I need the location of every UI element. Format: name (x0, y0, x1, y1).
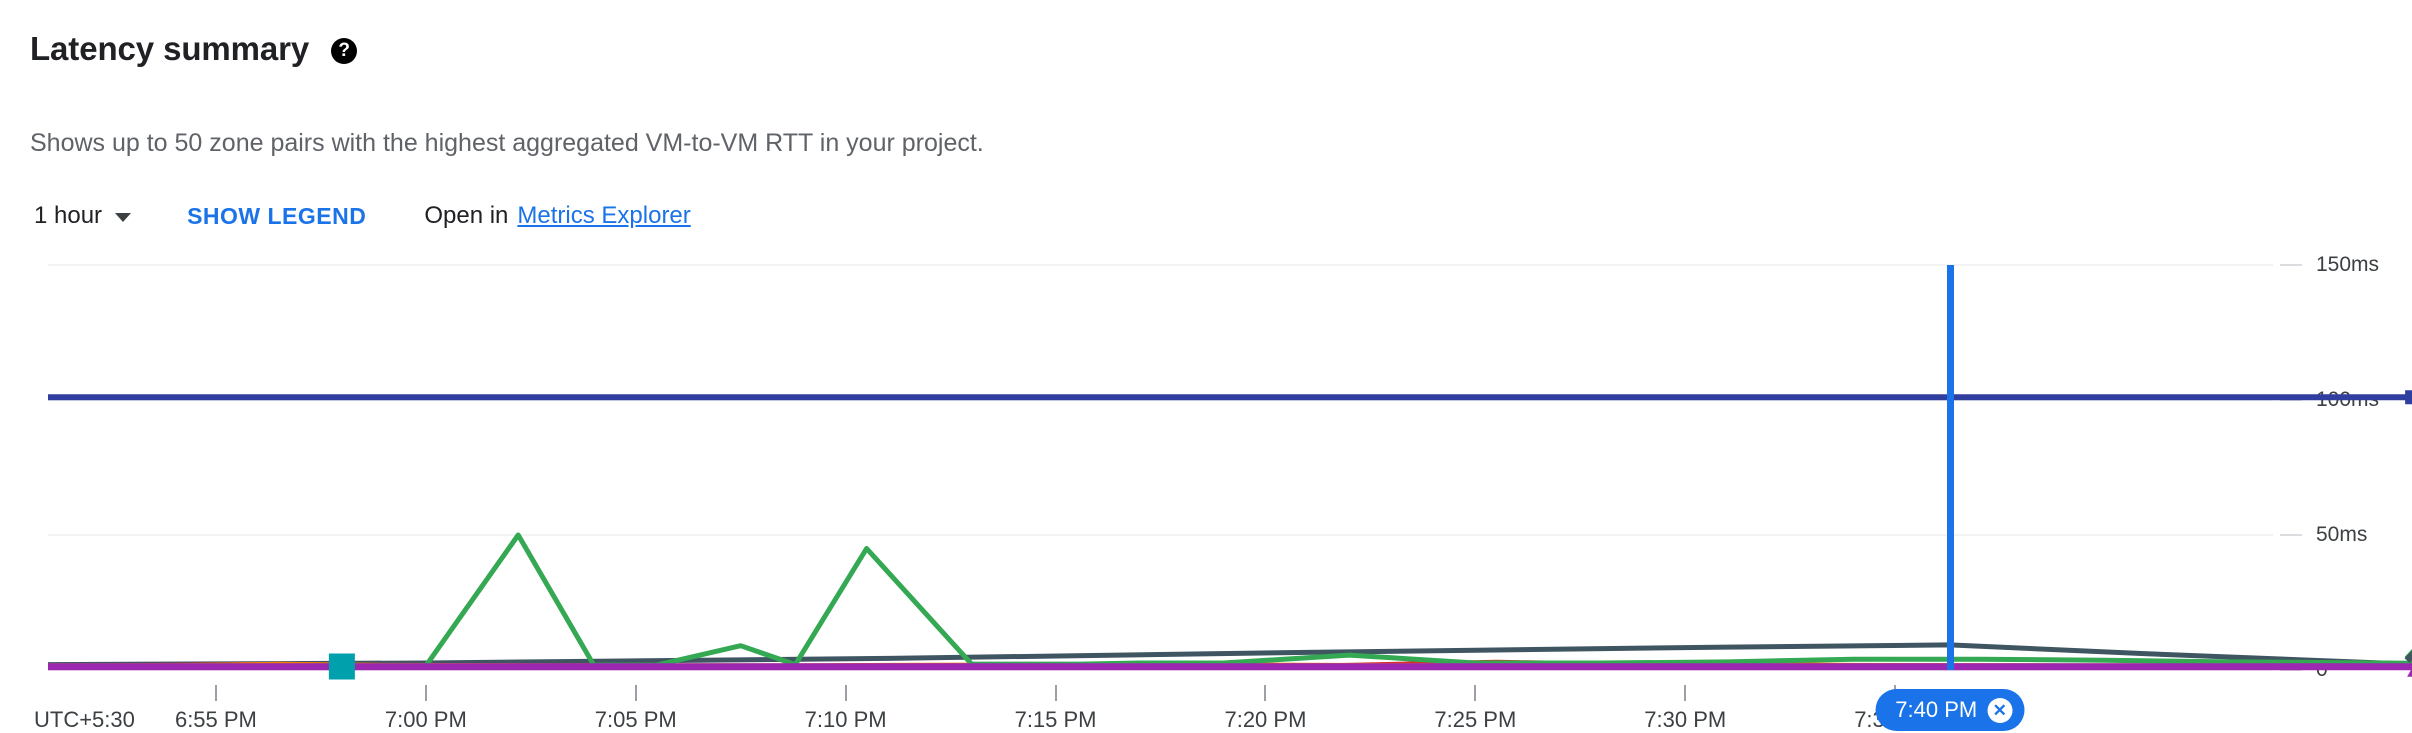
x-tick (1264, 685, 1267, 701)
x-axis-label: 7:00 PM (384, 707, 467, 732)
time-range-value: 1 hour (34, 202, 103, 229)
x-tick (1474, 685, 1477, 701)
chart-plot-area[interactable]: 0 50ms 100ms 150ms 6:55 PM 7:00 PM 7:05 PM 7:10… (34, 253, 2412, 732)
metrics-explorer-link[interactable]: Metrics Explorer (517, 202, 691, 229)
x-axis-label: 7:15 PM (1014, 707, 1097, 732)
x-axis-label: 7:10 PM (804, 707, 887, 732)
open-in-label: Open in (424, 202, 509, 229)
time-range-select[interactable]: 1 hour (30, 200, 135, 232)
chart-toolbar: 1 hour SHOW LEGEND Open in Metrics Explo… (30, 196, 691, 236)
x-axis-label: 7:05 PM (594, 707, 677, 732)
x-axis-label: 7:20 PM (1224, 707, 1307, 732)
cursor-time-pill[interactable]: 7:40 PM ✕ (1875, 689, 2025, 731)
panel-subtitle: Shows up to 50 zone pairs with the highe… (30, 129, 984, 157)
x-tick (424, 685, 427, 701)
series-end-marker (2405, 390, 2412, 405)
latency-chart: 0 50ms 100ms 150ms 6:55 PM 7:00 PM 7:05 PM 7:10… (0, 250, 2412, 732)
chevron-down-icon (115, 212, 132, 222)
cursor-time-label: 7:40 PM (1895, 697, 1978, 722)
x-tick (1684, 685, 1687, 701)
x-axis-label: 7:30 PM (1644, 707, 1727, 732)
series-end-marker (2407, 668, 2412, 677)
y-axis-label: 150ms (2316, 253, 2380, 276)
x-axis-label: 7:25 PM (1434, 707, 1517, 732)
show-legend-button[interactable]: SHOW LEGEND (181, 199, 372, 234)
help-circle-icon[interactable]: ? (331, 37, 358, 64)
x-tick (214, 685, 217, 701)
chart-cursor-line[interactable] (1946, 265, 1954, 670)
x-axis-label: 6:55 PM (174, 707, 257, 732)
timezone-label: UTC+5:30 (34, 707, 135, 732)
x-tick (844, 685, 847, 701)
x-tick (634, 685, 637, 701)
y-axis-label: 50ms (2316, 523, 2368, 546)
page-title: Latency summary (30, 30, 310, 67)
y-tick-stub (2280, 534, 2302, 536)
series-line (47, 642, 2412, 668)
close-icon[interactable]: ✕ (1987, 697, 2013, 723)
y-tick-stub (2280, 264, 2302, 266)
y-gridline (48, 264, 2273, 266)
panel-header: Latency summary ? (30, 30, 358, 68)
x-tick (1054, 685, 1057, 701)
series-markers (328, 390, 2412, 680)
y-gridline (48, 534, 2273, 536)
series-end-marker (328, 653, 355, 680)
